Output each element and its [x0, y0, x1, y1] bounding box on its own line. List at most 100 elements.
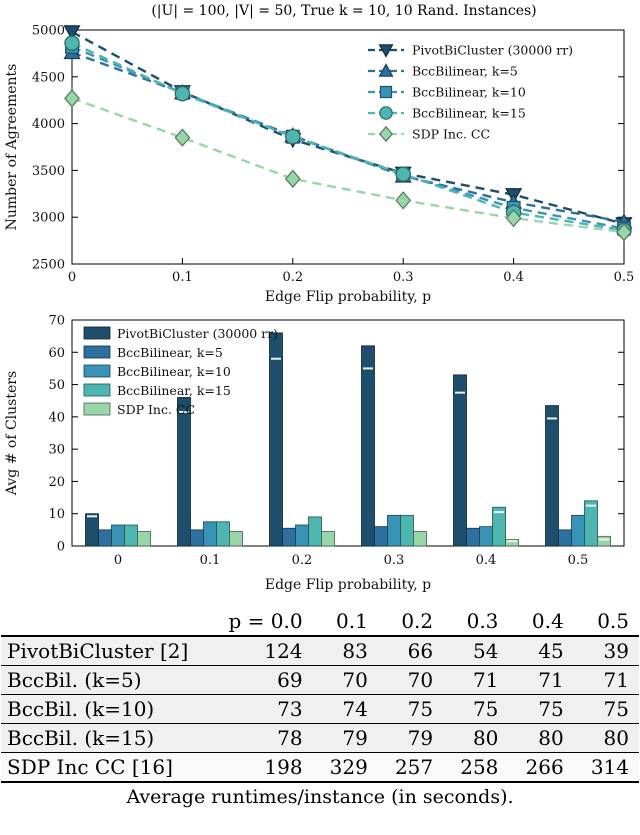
y-axis-label: Number of Agreements — [4, 64, 20, 231]
value-cell: 266 — [525, 755, 564, 779]
row-label: BccBil. (k=10) — [7, 697, 155, 721]
value-cell: 71 — [603, 668, 629, 692]
line-chart-title: (|U| = 100, |V| = 50, True k = 10, 10 Ra… — [151, 3, 537, 19]
svg-text:0.4: 0.4 — [476, 553, 497, 568]
svg-text:70: 70 — [48, 314, 65, 329]
svg-text:40: 40 — [48, 410, 65, 425]
value-cell: 80 — [472, 726, 499, 750]
legend-label: BccBilinear, k=5 — [117, 345, 223, 360]
svg-text:20: 20 — [48, 475, 65, 490]
legend-label: BccBilinear, k=15 — [412, 106, 526, 121]
y-axis-label: Avg # of Clusters — [4, 371, 20, 496]
value-cell: 70 — [407, 668, 434, 692]
value-cell: 124 — [264, 639, 303, 663]
svg-text:2500: 2500 — [32, 258, 65, 273]
legend-label: PivotBiCluster (30000 rr) — [117, 326, 278, 341]
value-cell: 257 — [394, 755, 434, 779]
svg-text:5000: 5000 — [32, 24, 65, 39]
value-cell: 75 — [538, 697, 564, 721]
series-1 — [63, 43, 633, 229]
value-cell: 66 — [407, 639, 434, 663]
value-cell: 79 — [407, 726, 434, 750]
svg-text:60: 60 — [48, 346, 65, 361]
row-label: BccBil. (k=5) — [7, 668, 142, 692]
value-cell: 75 — [407, 697, 434, 721]
runtime-table-header: p = 0.0 0.1 0.2 0.3 0.4 0.5 — [1, 608, 639, 636]
svg-text:30: 30 — [48, 443, 65, 458]
table-caption: Average runtimes/instance (in seconds). — [126, 786, 514, 808]
header-cell: 0.2 — [401, 609, 434, 633]
bar-series-2 — [111, 514, 585, 547]
svg-text:3000: 3000 — [32, 211, 65, 226]
svg-text:4000: 4000 — [32, 117, 65, 132]
table-row: BccBil. (k=15) 78 79 79 80 80 80 — [1, 723, 639, 753]
value-cell: 71 — [472, 668, 499, 692]
value-cell: 74 — [342, 697, 368, 721]
header-cell: p = 0.0 — [228, 609, 303, 633]
legend-label: BccBilinear, k=10 — [412, 85, 526, 100]
value-cell: 258 — [460, 755, 499, 779]
bar-series-4 — [137, 531, 611, 547]
svg-text:0.5: 0.5 — [568, 553, 589, 568]
legend-label: BccBilinear, k=10 — [117, 364, 231, 379]
bar-legend: PivotBiCluster (30000 rr) BccBilinear, k=… — [83, 326, 278, 417]
table-row: BccBil. (k=10) 73 74 75 75 75 75 — [1, 694, 639, 724]
legend-label: BccBilinear, k=5 — [412, 64, 518, 79]
header-cell: 0.1 — [336, 609, 368, 633]
header-cell: 0.3 — [466, 609, 499, 633]
svg-text:0.5: 0.5 — [614, 270, 635, 285]
value-cell: 54 — [472, 639, 499, 663]
bar-series-0 — [85, 332, 559, 547]
runtime-table: p = 0.0 0.1 0.2 0.3 0.4 0.5 PivotBiCluster [2… — [1, 608, 639, 783]
svg-text:0: 0 — [68, 270, 76, 285]
line-chart: 2500 3000 3500 4000 4500 5000 0 0.1 0.2 0.3 0.4 0.5… — [0, 22, 640, 310]
svg-text:10: 10 — [48, 507, 65, 522]
svg-text:0.2: 0.2 — [282, 270, 303, 285]
svg-text:0.1: 0.1 — [172, 270, 193, 285]
svg-text:0.2: 0.2 — [292, 553, 313, 568]
value-cell: 70 — [342, 668, 368, 692]
line-chart-svg: 2500 3000 3500 4000 4500 5000 0 0.1 0.2 0.3 0.4 0.5… — [4, 24, 635, 306]
svg-text:50: 50 — [48, 378, 65, 393]
legend-label: SDP Inc. CC — [412, 127, 490, 142]
value-cell: 71 — [538, 668, 564, 692]
bar-chart-svg: 0 10 20 30 40 50 60 70 0 0.1 0.2 0.3 0.4 0.5 PivotBiCl… — [4, 314, 625, 593]
y-axis: 0 10 20 30 40 50 60 70 — [48, 314, 624, 555]
x-axis-label: Edge Flip probability, p — [265, 577, 431, 593]
x-axis-label: Edge Flip probability, p — [265, 289, 431, 305]
value-cell: 314 — [590, 755, 629, 779]
row-label: BccBil. (k=15) — [7, 726, 155, 750]
value-cell: 83 — [342, 639, 368, 663]
figure: (|U| = 100, |V| = 50, True k = 10, 10 Ra… — [0, 3, 640, 808]
svg-text:0.4: 0.4 — [503, 270, 524, 285]
table-row: SDP Inc CC [16] 198 329 257 258 266 314 — [1, 752, 639, 782]
bar-chart: 0 10 20 30 40 50 60 70 0 0.1 0.2 0.3 0.4 0.5 PivotBiCl… — [0, 310, 640, 600]
row-label: SDP Inc CC [16] — [7, 755, 173, 779]
svg-text:0.1: 0.1 — [200, 553, 221, 568]
legend-label: SDP Inc. CC — [117, 402, 195, 417]
value-cell: 198 — [264, 755, 303, 779]
table-row: BccBil. (k=5) 69 70 70 71 71 71 — [1, 665, 639, 695]
plot-border — [71, 319, 625, 547]
bar-series-1 — [98, 526, 572, 547]
value-cell: 329 — [329, 755, 368, 779]
runtime-table-body: PivotBiCluster [2] 124 83 66 54 45 39 BccBil. (… — [1, 636, 639, 782]
value-cell: 80 — [603, 726, 629, 750]
value-cell: 75 — [472, 697, 499, 721]
svg-text:0: 0 — [57, 540, 65, 555]
y-axis: 2500 3000 3500 4000 4500 5000 — [32, 24, 624, 273]
value-cell: 79 — [342, 726, 368, 750]
header-cell: 0.5 — [597, 609, 629, 633]
row-label: PivotBiCluster [2] — [7, 639, 189, 663]
value-cell: 73 — [277, 697, 303, 721]
table-row: PivotBiCluster [2] 124 83 66 54 45 39 — [1, 636, 639, 666]
svg-text:0.3: 0.3 — [384, 553, 405, 568]
value-cell: 78 — [277, 726, 303, 750]
series-4 — [64, 89, 632, 242]
header-cell: 0.4 — [531, 609, 564, 633]
svg-text:0: 0 — [114, 553, 122, 568]
value-cell: 75 — [603, 697, 629, 721]
value-cell: 39 — [603, 639, 629, 663]
legend-label: BccBilinear, k=15 — [117, 383, 231, 398]
plot-border — [71, 29, 625, 265]
